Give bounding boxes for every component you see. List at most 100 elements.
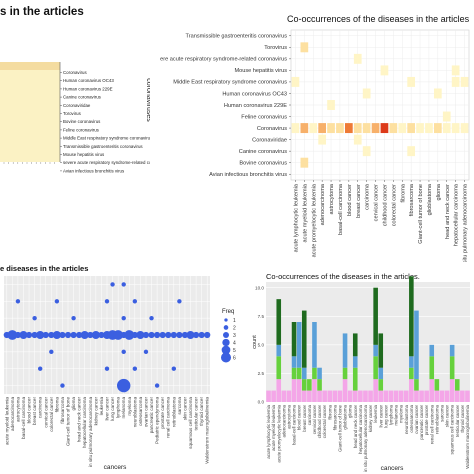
bar-segment <box>373 287 378 345</box>
bar-segment <box>363 390 368 402</box>
heatmap-cell <box>460 76 469 87</box>
x-tick-label: liver cancer <box>378 404 383 427</box>
x-tick-label: blood cancer <box>27 397 32 424</box>
y-tick-label: Bovine coronavirus <box>239 160 287 166</box>
bar-segment <box>414 390 419 402</box>
bar-segment <box>449 379 455 402</box>
x-tick-label: pancreatic cancer <box>149 397 154 434</box>
y-tick-label: Torovirus <box>264 45 287 51</box>
bar-segment <box>373 379 378 402</box>
data-point <box>54 299 60 304</box>
x-tick-label: retinoblastoma <box>171 397 176 428</box>
x-tick-label: squamous cell carcinoma <box>450 404 455 454</box>
data-point <box>76 331 83 339</box>
bar-segment <box>312 322 317 368</box>
data-point <box>186 331 195 339</box>
heatmap-cell <box>451 65 460 76</box>
x-tick-label: astrocytoma <box>15 397 20 422</box>
x-tick-label: head and neck cancer <box>445 184 451 239</box>
x-tick-label: astrocytoma <box>329 183 335 214</box>
legend-title: Freq <box>222 309 234 315</box>
heatmap-cell <box>371 123 380 134</box>
x-tick-label: breast cancer <box>32 397 37 425</box>
bar-segment <box>332 390 338 402</box>
bar-segment <box>327 390 333 402</box>
data-point <box>15 299 21 304</box>
data-point <box>131 331 138 339</box>
chart-title: Co-occurrences of the diseases in the ar… <box>266 272 420 281</box>
heatmap-cell <box>353 134 362 145</box>
legend-key <box>221 345 231 355</box>
bar-segment <box>409 379 414 402</box>
y-tick-label: severe acute respiratory syndrome-relate… <box>63 160 150 165</box>
data-point <box>59 331 66 339</box>
legend-label: 2 <box>233 326 236 332</box>
bar-segment <box>322 390 327 402</box>
data-point <box>70 331 77 339</box>
x-tick-label: neuroblastoma <box>404 404 409 434</box>
y-tick-label: Human coronavirus 229E <box>63 86 113 91</box>
data-point <box>176 331 183 339</box>
bar-segment <box>383 390 389 402</box>
x-tick-label: carcinoma <box>307 404 312 425</box>
heatmap-cell <box>291 76 300 87</box>
heatmap-cell <box>416 123 424 134</box>
y-tick-label: Coronavirus <box>63 70 87 75</box>
data-point <box>42 331 49 339</box>
y-tick-label: Human coronavirus OC43 <box>63 78 114 83</box>
bar-segment <box>276 379 282 402</box>
bar-segment <box>312 367 317 380</box>
bar-segment <box>286 390 292 402</box>
bar-segment <box>444 390 450 402</box>
y-tick-label: Avian infectious bronchitis virus <box>209 172 287 178</box>
data-point <box>36 331 45 339</box>
bar-segment <box>281 390 287 402</box>
legend-label: 3 <box>233 333 236 339</box>
bar-segment <box>271 390 276 402</box>
x-tick-label: in situ pulmonary adenocarcinoma <box>88 397 93 467</box>
data-point <box>37 366 43 371</box>
heatmap-cell <box>407 76 415 87</box>
data-point <box>19 331 28 339</box>
x-tick-label: fibroma <box>327 404 332 419</box>
bar-segment <box>291 322 297 357</box>
x-tick-label: thyroid cancer <box>199 397 204 426</box>
data-point <box>32 315 37 321</box>
y-tick-label: severe acute respiratory syndrome-relate… <box>160 57 287 63</box>
x-tick-label: leukemia <box>99 397 104 416</box>
bar-segment <box>378 333 384 368</box>
heatmap-cell <box>389 123 398 134</box>
x-tick-label: sarcoma <box>177 397 182 415</box>
x-tick-label: astrocytoma <box>286 404 291 428</box>
bar-segment <box>301 367 307 380</box>
x-axis-label: cancers <box>381 465 405 472</box>
bar-segment <box>388 390 394 402</box>
data-point <box>48 331 55 339</box>
x-tick-label: neuroblastoma <box>132 397 137 428</box>
data-point <box>121 315 126 321</box>
x-tick-label: testicular cancer <box>194 397 199 431</box>
bar-segment <box>439 390 445 402</box>
panel-top-right: Co-occurrences of the diseases in the ar… <box>160 0 474 262</box>
bar-segment <box>429 356 435 380</box>
dot-plot-chart: acute myeloid leukemia adenocarcinoma astr… <box>3 276 236 471</box>
x-tick-label: glioblastoma <box>343 404 348 429</box>
legend-label: 5 <box>233 348 236 354</box>
y-tick-label: 2.5 <box>258 371 265 376</box>
y-tick-label: Transmissible gastroenteritis coronaviru… <box>186 34 288 40</box>
bar-segment <box>419 390 424 402</box>
y-tick-label: Transmissible gastroenteritis coronaviru… <box>63 144 143 149</box>
x-tick-label: in situ pulmonary adenocarcinoma <box>363 404 368 471</box>
x-tick-label: Giant-cell tumor of bone <box>337 404 342 451</box>
x-tick-label: blood cancer <box>297 404 302 430</box>
data-point <box>80 331 89 339</box>
legend-key <box>224 318 228 322</box>
x-tick-label: Giant-cell tumor of bone <box>418 184 424 244</box>
bar-segment <box>409 356 414 368</box>
bar-segment <box>460 390 465 402</box>
bar-segment <box>317 367 322 380</box>
data-point <box>204 331 211 339</box>
bar-segment <box>378 367 384 380</box>
x-tick-label: testicular cancer <box>455 404 460 437</box>
x-tick-label: fibroma <box>400 183 406 203</box>
